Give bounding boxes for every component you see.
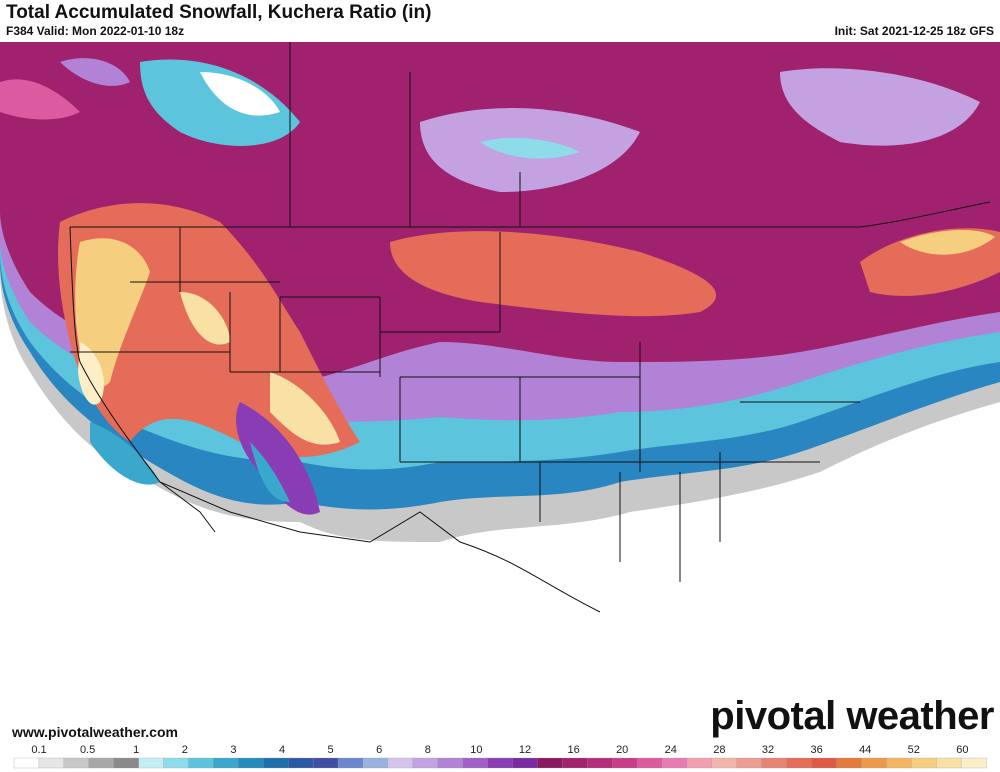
- legend-swatch: [88, 757, 115, 769]
- legend-swatch: [886, 757, 912, 769]
- legend-swatch: [512, 757, 539, 769]
- legend-tick-label: 3: [230, 744, 236, 756]
- legend-tick-label: 4: [279, 744, 285, 756]
- legend-swatch: [38, 757, 65, 769]
- legend-swatch: [412, 757, 439, 769]
- legend-tick-label: 16: [567, 744, 579, 756]
- legend-swatch: [636, 757, 663, 769]
- legend-swatch: [487, 757, 514, 769]
- legend-swatch: [163, 757, 190, 769]
- legend-swatch: [562, 757, 588, 769]
- legend-swatch: [288, 757, 314, 769]
- legend-swatch: [911, 757, 937, 769]
- legend-swatch: [238, 757, 264, 769]
- legend-swatch: [686, 757, 713, 769]
- legend-swatch: [263, 757, 289, 769]
- legend-swatch: [387, 757, 414, 769]
- legend-tick-label: 24: [665, 744, 677, 756]
- legend-tick-label: 36: [810, 744, 822, 756]
- legend-tick-label: 10: [470, 744, 482, 756]
- legend-swatch: [113, 757, 140, 769]
- legend-swatch: [138, 757, 165, 769]
- logo: pivotal weather: [710, 694, 994, 738]
- legend-swatch: [836, 757, 863, 769]
- legend-swatch: [811, 757, 838, 769]
- legend-swatch: [462, 757, 489, 769]
- legend-tick-label: 28: [713, 744, 725, 756]
- legend-swatch: [786, 757, 813, 769]
- legend-swatch: [437, 757, 464, 769]
- legend-swatch: [736, 757, 763, 769]
- legend-tick-label: 52: [908, 744, 920, 756]
- valid-time: F384 Valid: Mon 2022-01-10 18z: [6, 24, 185, 38]
- legend-tick-label: 6: [376, 744, 382, 756]
- color-legend: 0.1 0.5 1 2 3 4 5 6 8 10 12 16 20 24 28 32 36 44 52 60: [13, 744, 987, 769]
- legend-swatch: [337, 757, 364, 769]
- website: www.pivotalweather.com: [12, 724, 178, 740]
- legend-swatch: [936, 757, 962, 769]
- legend-swatch: [960, 757, 987, 769]
- legend-tick-label: 5: [328, 744, 334, 756]
- legend-swatch: [312, 757, 339, 769]
- legend-swatch: [362, 757, 389, 769]
- legend-tick-label: 0.1: [31, 744, 46, 756]
- legend-tick-label: 60: [956, 744, 968, 756]
- legend-swatch: [213, 757, 239, 769]
- init-time: Init: Sat 2021-12-25 18z GFS: [834, 24, 994, 38]
- legend-swatch: [537, 757, 563, 769]
- legend-tick-label: 12: [519, 744, 531, 756]
- legend-swatch: [188, 757, 215, 769]
- legend-tick-label: 1: [133, 744, 139, 756]
- legend-tick-label: 20: [616, 744, 628, 756]
- legend-swatch: [661, 757, 688, 769]
- legend-swatch: [711, 757, 738, 769]
- legend-tick-label: 44: [859, 744, 871, 756]
- legend-swatch: [587, 757, 613, 769]
- legend-swatch: [63, 757, 90, 769]
- legend-swatch: [612, 757, 638, 769]
- legend-swatch: [761, 757, 788, 769]
- map: [0, 42, 1000, 740]
- legend-tick-label: 32: [762, 744, 774, 756]
- legend-tick-label: 8: [425, 744, 431, 756]
- legend-tick-label: 2: [182, 744, 188, 756]
- legend-swatch: [13, 757, 40, 769]
- map-title: Total Accumulated Snowfall, Kuchera Rati…: [6, 2, 432, 23]
- legend-tick-label: 0.5: [80, 744, 95, 756]
- legend-swatch: [861, 757, 887, 769]
